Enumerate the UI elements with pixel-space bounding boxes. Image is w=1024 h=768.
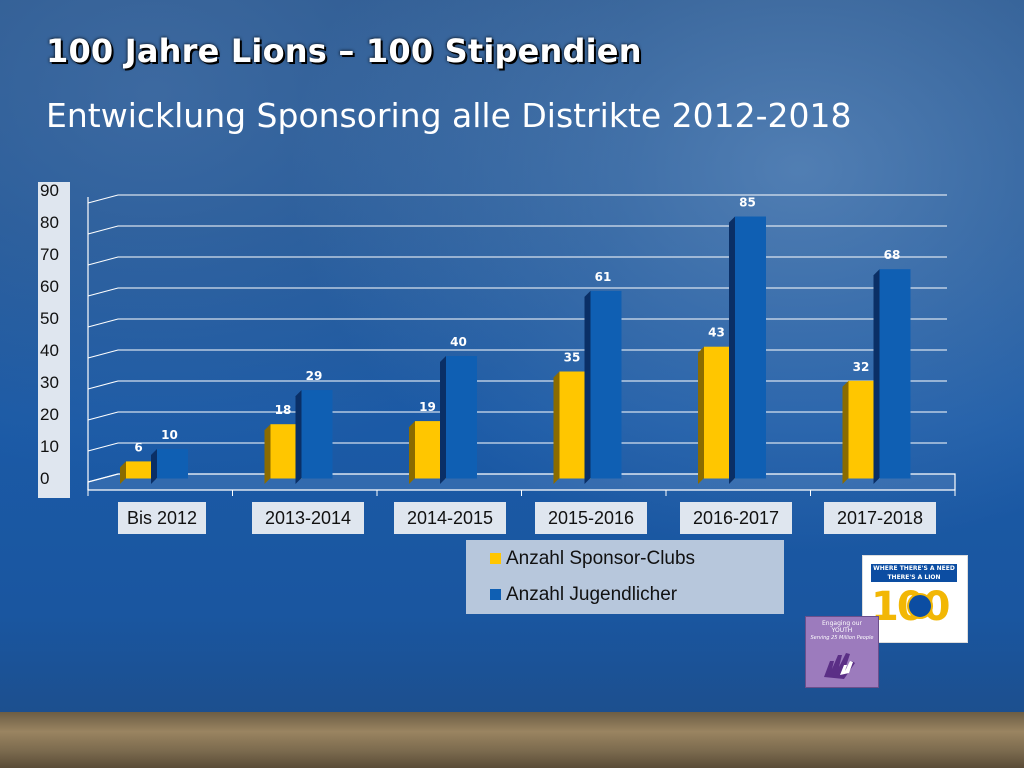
- x-category-label: 2016-2017: [680, 502, 792, 534]
- youth-logo-line2: YOUTH: [831, 627, 853, 634]
- x-category-label: Bis 2012: [118, 502, 206, 534]
- data-label: 19: [419, 400, 436, 414]
- background-sand-strip: [0, 712, 1024, 768]
- youth-logo: Engaging our YOUTH Serving 25 Million Pe…: [805, 616, 879, 688]
- bar: [446, 356, 477, 479]
- youth-logo-text: Engaging our YOUTH: [806, 620, 878, 634]
- bar-side: [729, 216, 735, 484]
- y-tick-label: 0: [40, 469, 50, 488]
- data-label: 6: [134, 440, 142, 454]
- bar: [735, 216, 766, 479]
- slide-subtitle: Entwicklung Sponsoring alle Distrikte 20…: [46, 96, 852, 135]
- data-label: 29: [306, 369, 323, 383]
- data-label: 10: [161, 428, 178, 442]
- bar-side: [264, 424, 271, 484]
- legend-swatch-yellow: [490, 553, 501, 564]
- y-tick-label: 60: [40, 277, 59, 296]
- y-tick-label: 80: [40, 213, 59, 232]
- y-axis-ticks-panel: 90 80 70 60 50 40 30 20 10 0: [38, 182, 70, 498]
- lions-100-logo: WHERE THERE'S A NEED THERE'S A LION 100: [862, 555, 968, 643]
- bar: [157, 449, 188, 479]
- y-tick-label: 50: [40, 309, 59, 328]
- bar-side: [440, 356, 446, 484]
- gridline: [87, 225, 947, 235]
- legend-item-jugendlicher: Anzahl Jugendlicher: [490, 584, 678, 606]
- data-label: 68: [884, 248, 901, 262]
- bar: [879, 269, 911, 479]
- y-tick-label: 40: [40, 341, 59, 360]
- x-category-label: 2014-2015: [394, 502, 506, 534]
- y-tick-label: 30: [40, 373, 59, 392]
- data-label: 43: [708, 326, 725, 340]
- bar-side: [409, 421, 415, 484]
- gridline: [87, 411, 947, 421]
- youth-logo-line3: Serving 25 Million People: [810, 635, 874, 641]
- hands-icon: [824, 653, 855, 679]
- slide-title: 100 Jahre Lions – 100 Stipendien: [46, 32, 642, 70]
- data-label: 40: [450, 335, 467, 349]
- bar-side: [842, 380, 849, 484]
- data-label: 85: [739, 196, 756, 210]
- gridline: [87, 473, 947, 483]
- bar: [126, 461, 157, 479]
- data-label: 18: [275, 403, 292, 417]
- bar-side: [698, 346, 704, 484]
- chart-legend: Anzahl Sponsor-Clubs Anzahl Jugendlicher: [466, 540, 784, 614]
- bar: [590, 290, 622, 479]
- bar-side: [151, 449, 157, 484]
- y-tick-label: 70: [40, 245, 59, 264]
- youth-logo-line1: Engaging our: [821, 620, 862, 627]
- y-tick-label: 20: [40, 405, 59, 424]
- bar-side: [873, 269, 880, 484]
- logo-text-line1: WHERE THERE'S A NEED: [873, 565, 955, 572]
- chart-floor: [87, 473, 956, 491]
- bar-side: [120, 461, 126, 484]
- bar: [301, 390, 333, 479]
- y-tick-label: 90: [40, 181, 59, 200]
- legend-item-sponsor-clubs: Anzahl Sponsor-Clubs: [490, 548, 696, 570]
- bar-side: [295, 390, 302, 484]
- bar-side: [553, 371, 560, 484]
- gridline: [87, 256, 947, 266]
- gridline: [87, 380, 947, 390]
- logo-text-line2: THERE'S A LION: [887, 574, 941, 581]
- legend-swatch-blue: [490, 589, 501, 600]
- legend-label: Anzahl Jugendlicher: [506, 584, 678, 605]
- gridline: [87, 194, 947, 204]
- gridline: [87, 349, 947, 359]
- data-label: 61: [595, 270, 612, 284]
- logo-banner: WHERE THERE'S A NEED THERE'S A LION: [871, 564, 957, 582]
- x-category-label: 2013-2014: [252, 502, 364, 534]
- gridline: [87, 287, 947, 297]
- bar-side: [584, 290, 591, 484]
- x-category-label: 2015-2016: [535, 502, 647, 534]
- data-label: 35: [564, 351, 581, 365]
- y-tick-label: 10: [40, 437, 59, 456]
- gridline: [87, 442, 947, 452]
- x-category-label: 2017-2018: [824, 502, 936, 534]
- lions-emblem-icon: [907, 593, 933, 619]
- gridline: [87, 318, 947, 328]
- legend-label: Anzahl Sponsor-Clubs: [506, 548, 696, 569]
- data-label: 32: [853, 360, 870, 374]
